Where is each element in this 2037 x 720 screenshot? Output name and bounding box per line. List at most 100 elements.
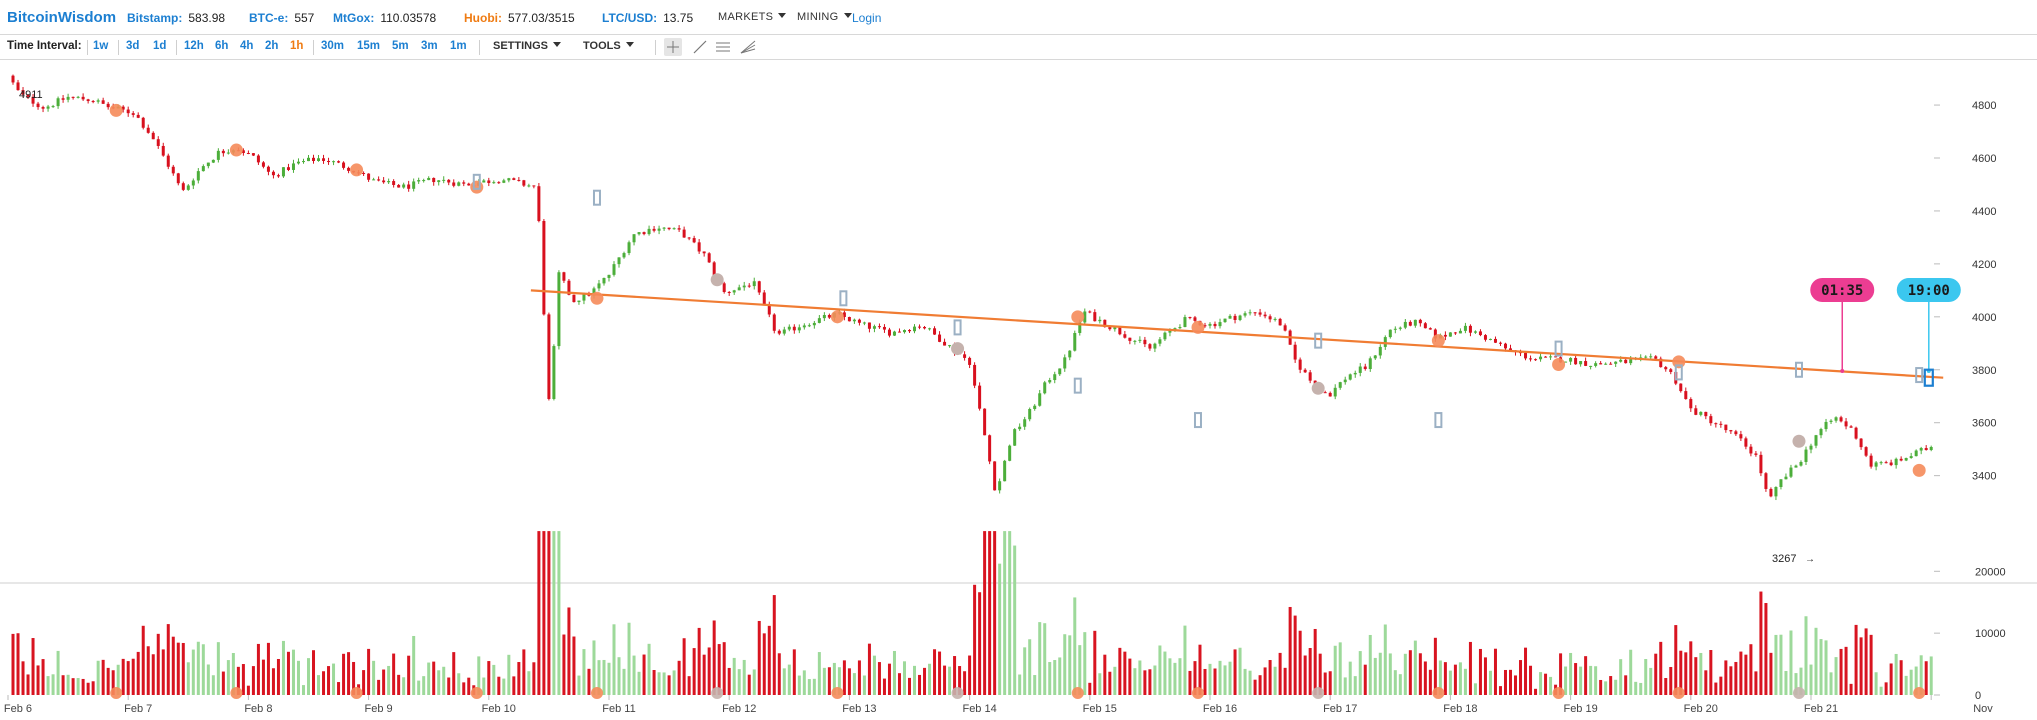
order-box-marker[interactable] xyxy=(472,173,481,190)
ticker-bitstamp[interactable]: Bitstamp: 583.98 xyxy=(127,11,225,25)
volume-bar xyxy=(337,682,341,695)
volume-bar xyxy=(126,661,130,695)
ticker-mtgox[interactable]: MtGox: 110.03578 xyxy=(333,11,436,25)
buy-marker[interactable] xyxy=(470,180,484,194)
candle-body xyxy=(382,180,386,183)
volume-bar xyxy=(1829,672,1833,695)
neutral-marker[interactable] xyxy=(710,273,724,287)
buy-marker[interactable] xyxy=(229,143,243,157)
order-box-marker[interactable] xyxy=(1554,340,1563,357)
line-icon[interactable] xyxy=(691,38,709,56)
candle-body xyxy=(1193,317,1197,321)
order-box-marker[interactable] xyxy=(1193,412,1202,429)
order-box-marker[interactable] xyxy=(953,319,962,336)
selected-order-box[interactable] xyxy=(1923,368,1934,387)
order-box-marker[interactable] xyxy=(839,290,848,307)
interval-2h[interactable]: 2h xyxy=(265,40,279,52)
order-box-marker[interactable] xyxy=(1794,361,1803,378)
trendline[interactable] xyxy=(530,289,1944,379)
interval-1h[interactable]: 1h xyxy=(290,40,304,52)
buy-marker[interactable] xyxy=(1071,310,1085,324)
interval-4h[interactable]: 4h xyxy=(240,40,254,52)
candle-body xyxy=(517,179,521,181)
tools-menu[interactable]: TOOLS xyxy=(583,40,634,52)
neutral-marker[interactable] xyxy=(1311,381,1325,395)
candle-body xyxy=(1208,323,1212,326)
volume-bar xyxy=(317,675,321,695)
mining-menu[interactable]: MINING xyxy=(797,11,852,23)
ticker-btce[interactable]: BTC-e: 557 xyxy=(249,11,314,25)
volume-bar xyxy=(1463,668,1467,695)
volume-bar xyxy=(557,531,561,695)
interval-3m[interactable]: 3m xyxy=(421,40,438,52)
trendline-segment[interactable] xyxy=(530,289,1944,379)
interval-15m[interactable]: 15m xyxy=(357,40,381,52)
volume-bar xyxy=(66,674,70,695)
volume-bar xyxy=(1619,659,1623,695)
interval-30m[interactable]: 30m xyxy=(321,40,345,52)
max-price-label: 4911 xyxy=(19,89,43,101)
volume-tick-label: 0 xyxy=(1975,690,1981,702)
order-box-marker[interactable] xyxy=(1434,412,1443,429)
order-box-marker[interactable] xyxy=(1915,367,1924,384)
volume-bar xyxy=(722,642,726,695)
candle-body xyxy=(216,150,220,160)
interval-12h[interactable]: 12h xyxy=(184,40,204,52)
candle-body xyxy=(1078,322,1082,334)
interval-1d[interactable]: 1d xyxy=(153,40,167,52)
buy-marker[interactable] xyxy=(590,291,604,305)
candle-body xyxy=(757,281,761,293)
candle-body xyxy=(847,316,851,322)
time-marker-pill[interactable] xyxy=(1810,278,1875,302)
volume-bar xyxy=(1308,648,1312,695)
ticker-huobi[interactable]: Huobi: 577.03/3515 xyxy=(464,11,575,25)
volume-bar xyxy=(1624,675,1628,695)
volume-marker xyxy=(1432,687,1445,699)
candle-body xyxy=(1564,361,1568,363)
login-link[interactable]: Login xyxy=(852,11,882,25)
interval-1w[interactable]: 1w xyxy=(93,40,109,52)
candle-body xyxy=(1113,327,1117,330)
neutral-marker[interactable] xyxy=(951,342,965,356)
buy-marker[interactable] xyxy=(350,163,364,177)
divider xyxy=(313,40,314,55)
buy-marker[interactable] xyxy=(1431,334,1445,348)
interval-5m[interactable]: 5m xyxy=(392,40,409,52)
site-logo[interactable]: BitcoinWisdom xyxy=(7,9,117,26)
volume-bar xyxy=(852,673,856,695)
volume-bar xyxy=(1193,661,1197,695)
interval-3d[interactable]: 3d xyxy=(126,40,140,52)
ticker-ltcusd[interactable]: LTC/USD: 13.75 xyxy=(602,11,693,25)
candle-body xyxy=(1829,420,1833,422)
neutral-marker[interactable] xyxy=(1792,434,1806,448)
volume-bar xyxy=(462,682,466,695)
candle-body xyxy=(1629,359,1633,364)
order-box-marker[interactable] xyxy=(592,189,601,206)
volume-bar xyxy=(1699,652,1703,695)
order-box-marker[interactable] xyxy=(1674,364,1683,381)
candle-body xyxy=(1273,318,1277,320)
buy-marker[interactable] xyxy=(1912,463,1926,477)
order-box-marker[interactable] xyxy=(1314,332,1323,349)
volume-bar xyxy=(397,674,401,695)
candle-body xyxy=(1774,487,1778,497)
volume-bar xyxy=(953,656,957,695)
candle-body xyxy=(552,346,556,399)
candle-body xyxy=(1498,342,1502,344)
buy-marker[interactable] xyxy=(109,103,123,117)
buy-marker[interactable] xyxy=(1552,357,1566,371)
volume-bar xyxy=(367,648,371,695)
interval-1m[interactable]: 1m xyxy=(450,40,467,52)
buy-marker[interactable] xyxy=(1191,320,1205,334)
price-chart[interactable]: 3400 3600 3800 4000 4200 4400 4600 4800 0 10000 2… xyxy=(0,60,2037,720)
markets-menu[interactable]: MARKETS xyxy=(718,11,787,23)
parallel-lines-icon[interactable] xyxy=(714,38,732,56)
interval-6h[interactable]: 6h xyxy=(215,40,229,52)
buy-marker[interactable] xyxy=(830,310,844,324)
settings-menu[interactable]: SETTINGS xyxy=(493,40,562,52)
candle-body xyxy=(732,290,736,293)
fan-icon[interactable] xyxy=(739,38,757,56)
time-marker-pill[interactable] xyxy=(1896,278,1961,302)
order-box-marker[interactable] xyxy=(1073,377,1082,394)
crosshair-icon[interactable] xyxy=(664,38,682,56)
